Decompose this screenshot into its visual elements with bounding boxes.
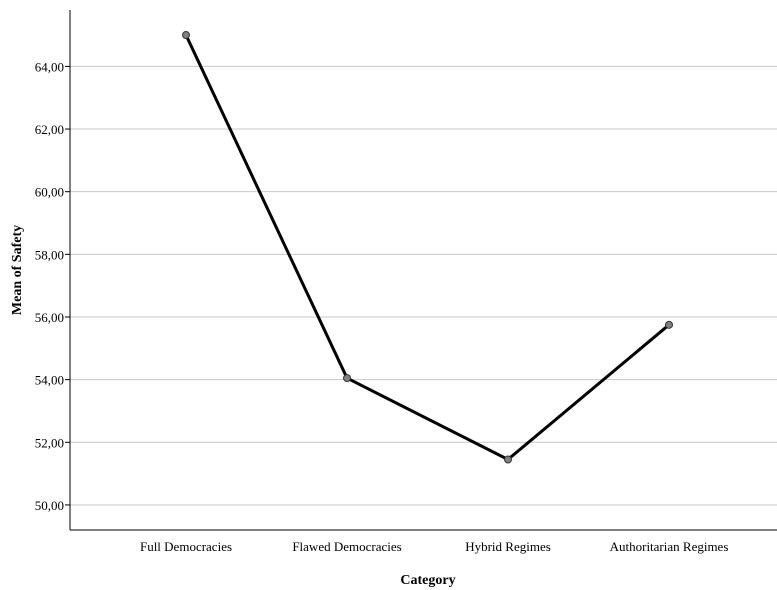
x-tick-label: Full Democracies [140, 539, 232, 554]
y-tick-label: 62,00 [35, 122, 64, 137]
axes [65, 10, 777, 531]
series-line [184, 34, 670, 462]
y-tick-label: 50,00 [35, 498, 64, 513]
data-point [182, 31, 190, 40]
data-point [665, 320, 673, 329]
x-axis-title: Category [400, 573, 455, 588]
y-tick-label: 64,00 [35, 59, 64, 74]
y-tick-label: 56,00 [35, 310, 64, 325]
x-tick-label: Authoritarian Regimes [610, 539, 729, 554]
y-axis-title: Mean of Safety [10, 225, 25, 315]
x-tick-label: Hybrid Regimes [465, 539, 551, 554]
y-tick-label: 52,00 [35, 435, 64, 450]
data-point [343, 374, 351, 383]
y-tick-label: 58,00 [35, 247, 64, 262]
y-tick-label: 60,00 [35, 185, 64, 200]
data-series [182, 31, 673, 464]
x-tick-labels: Full Democracies Flawed Democracies Hybrid… [140, 539, 728, 554]
y-tick-label: 54,00 [35, 373, 64, 388]
data-point [504, 455, 512, 464]
gridlines [70, 65, 777, 506]
x-tick-label: Flawed Democracies [292, 539, 401, 554]
y-tick-labels: 50,00 52,00 54,00 56,00 58,00 60,00 62,00 64,00 [35, 59, 64, 513]
